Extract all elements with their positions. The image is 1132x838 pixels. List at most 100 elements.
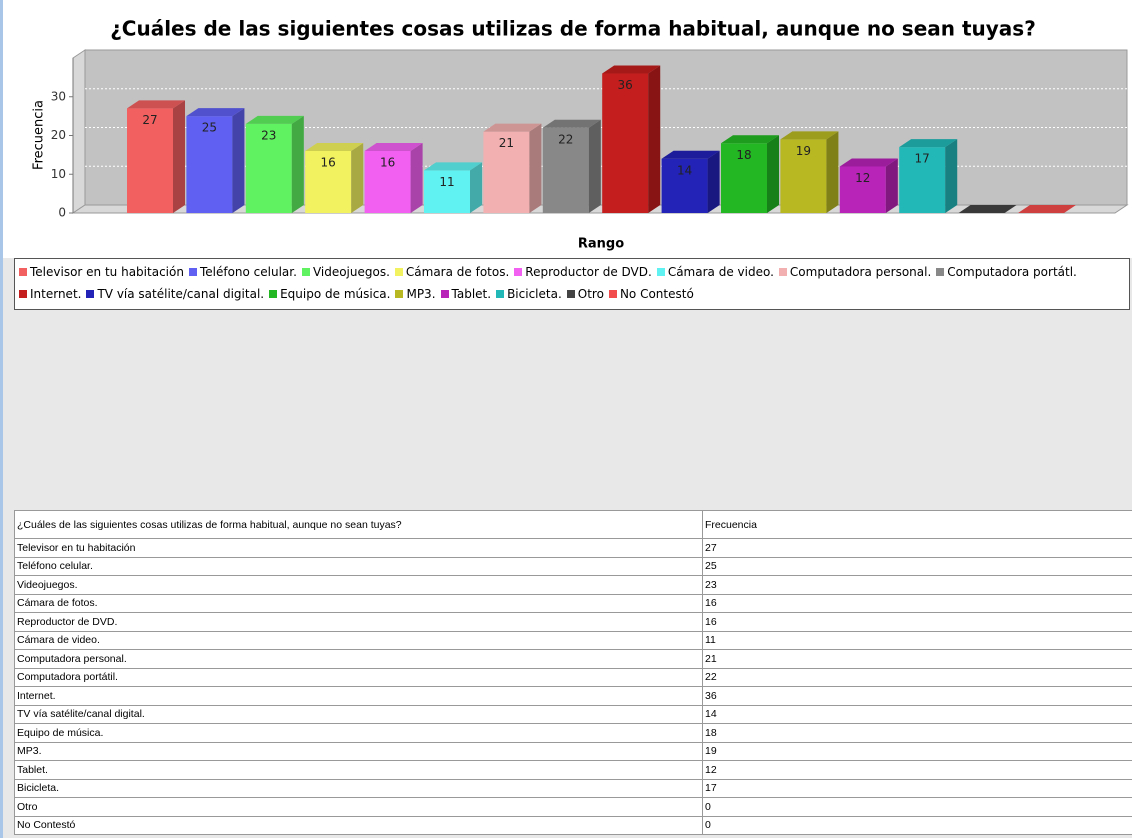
- bar-top: [483, 123, 542, 132]
- bar-top-shade: [780, 131, 839, 140]
- legend-swatch: [936, 268, 945, 276]
- table-cell: 22: [703, 669, 1132, 687]
- bar-side-shade: [410, 143, 423, 213]
- legend-swatch: [656, 268, 665, 276]
- bar-front: [483, 131, 530, 213]
- bar-side: [410, 143, 423, 213]
- bar-top: [839, 158, 898, 167]
- legend-label: Equipo de música.: [280, 287, 391, 301]
- bar: 22: [542, 119, 601, 213]
- legend-swatch: [608, 290, 617, 298]
- table-cell: 23: [703, 576, 1132, 595]
- legend-item: Internet.: [19, 287, 81, 301]
- bar: 18: [721, 135, 779, 213]
- bar: 36: [602, 65, 661, 213]
- table-cell: 16: [703, 595, 1132, 613]
- data-label: 14: [677, 163, 692, 177]
- data-label: 16: [321, 156, 336, 170]
- legend-item: No Contestó: [608, 287, 694, 301]
- bar-side-shade: [173, 100, 185, 213]
- legend-item: Otro: [566, 287, 604, 301]
- bar-top-shade: [305, 143, 364, 151]
- legend-label: MP3.: [406, 287, 436, 301]
- legend-label: Internet.: [30, 287, 82, 301]
- bar: 25: [186, 108, 245, 213]
- bar: 21: [483, 123, 542, 213]
- legend-label: Cámara de fotos.: [405, 265, 510, 279]
- bar-top: [542, 119, 601, 128]
- legend-item: TV vía satélite/canal digital.: [86, 287, 264, 301]
- bar-side: [232, 108, 245, 213]
- bar-top: [1018, 205, 1076, 213]
- bar-front: [780, 139, 827, 213]
- data-label: 27: [142, 113, 157, 127]
- table-cell: No Contestó: [15, 816, 703, 835]
- bar-side-shade: [885, 158, 898, 213]
- bar-side: [291, 115, 304, 213]
- bar-top: [305, 143, 364, 151]
- data-label: 22: [558, 132, 573, 146]
- legend-label: Bicicleta.: [507, 287, 562, 301]
- bar-front: [542, 127, 589, 213]
- legend-label: Tablet.: [451, 287, 492, 301]
- bar-top-shade: [602, 65, 661, 74]
- bar-top-shade: [899, 139, 958, 148]
- legend-item: Televisor en tu habitación: [19, 265, 184, 279]
- y-tick-label: 20: [51, 128, 66, 142]
- bar: 14: [661, 150, 720, 213]
- bar-side-shade: [648, 65, 661, 213]
- bar-front: [127, 108, 173, 213]
- bar-top: [899, 139, 958, 148]
- bar-top-shade: [542, 119, 601, 128]
- bar: 17: [899, 139, 958, 213]
- bar-front: [424, 170, 470, 213]
- legend-label: No Contestó: [619, 287, 694, 301]
- data-label: 17: [915, 152, 930, 166]
- bar: 11: [424, 162, 482, 213]
- bar-front: [364, 151, 411, 213]
- bar-side: [767, 135, 779, 213]
- legend-item: Equipo de música.: [269, 287, 390, 301]
- bar-side-shade: [707, 150, 720, 213]
- bar-front: [305, 151, 352, 213]
- legend-row: Internet. TV vía satélite/canal digital. E…: [19, 283, 1125, 305]
- table-cell: 17: [703, 780, 1132, 798]
- legend-label: Otro: [577, 287, 604, 301]
- bar-top: [364, 143, 423, 151]
- table-cell: MP3.: [15, 742, 703, 761]
- legend-swatch: [19, 290, 27, 298]
- legend-item: Teléfono celular.: [188, 265, 297, 279]
- legend-item: Videojuegos.: [301, 265, 390, 279]
- bar: [1018, 205, 1076, 213]
- table-cell: Cámara de video.: [15, 631, 703, 650]
- chart: ¿Cuáles de las siguientes cosas utilizas…: [3, 0, 1132, 258]
- bar-top: [245, 115, 304, 124]
- legend-item: Cámara de fotos.: [394, 265, 510, 279]
- bar-side: [885, 158, 898, 213]
- bar-front: [602, 73, 649, 213]
- table-cell: Cámara de fotos.: [15, 594, 703, 613]
- bar-side: [529, 123, 542, 213]
- y-tick-label: 0: [58, 206, 66, 220]
- legend-swatch: [188, 268, 197, 276]
- legend: Televisor en tu habitación Teléfono celul…: [14, 258, 1130, 310]
- bar-front: [245, 123, 292, 213]
- table-cell: Bicicleta.: [15, 779, 703, 798]
- bar-top: [661, 150, 720, 159]
- data-label: 12: [855, 171, 870, 185]
- legend-swatch: [395, 290, 404, 298]
- plot-side-wall: [72, 49, 86, 214]
- legend-label: Videojuegos.: [312, 265, 390, 279]
- legend-label: TV vía satélite/canal digital.: [97, 287, 265, 301]
- bar-top-shade: [245, 115, 304, 124]
- bar-top-shade: [424, 162, 482, 171]
- table-cell: Reproductor de DVD.: [15, 613, 703, 632]
- table-cell: 14: [703, 706, 1132, 724]
- bar-front: [186, 116, 233, 213]
- legend-item: Computadora personal.: [778, 265, 931, 279]
- table-cell: Computadora portátil.: [15, 668, 703, 687]
- table-cell: Videojuegos.: [15, 576, 703, 595]
- legend-swatch: [301, 268, 310, 276]
- table-cell: TV vía satélite/canal digital.: [15, 705, 703, 724]
- bar-top-shade: [839, 158, 898, 167]
